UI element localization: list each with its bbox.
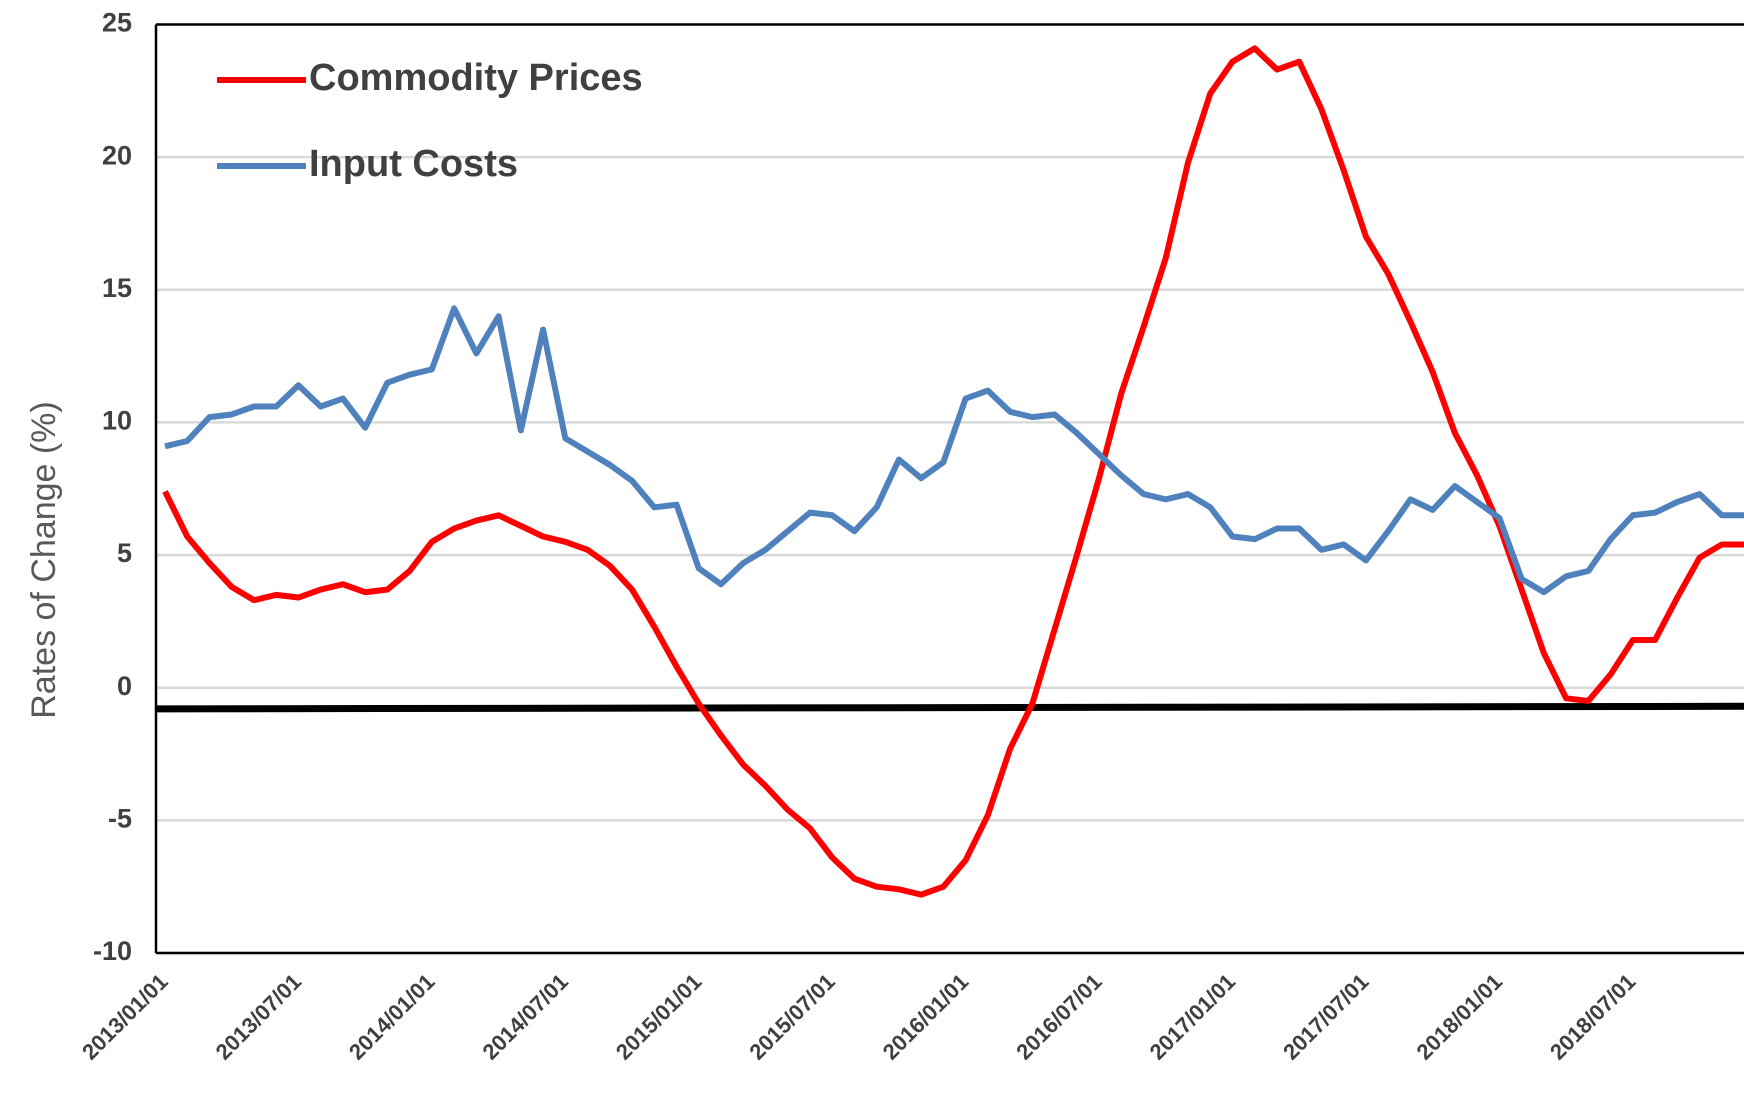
y-tick-label: 20 [102, 140, 132, 170]
x-tick-label: 2015/01/01 [611, 969, 707, 1065]
y-axis-title: Rates of Change (%) [25, 401, 63, 719]
y-tick-label: -10 [93, 936, 132, 966]
x-tick-label: 2016/01/01 [878, 969, 974, 1065]
x-tick-label: 2016/07/01 [1011, 969, 1107, 1065]
y-tick-label: 25 [102, 8, 132, 38]
x-tick-label: 2014/07/01 [477, 969, 573, 1065]
legend-label: Input Costs [309, 143, 518, 185]
x-tick-label: 2018/01/01 [1412, 969, 1508, 1065]
reference-line [155, 702, 1744, 713]
x-tick-label: 2014/01/01 [344, 969, 440, 1065]
legend-label: Commodity Prices [309, 57, 643, 99]
x-tick-label: 2015/07/01 [744, 969, 840, 1065]
x-tick-label: 2018/07/01 [1545, 969, 1641, 1065]
y-tick-label: 15 [102, 273, 132, 303]
y-tick-label: 0 [117, 671, 132, 701]
x-tick-label: 2013/01/01 [77, 969, 173, 1065]
x-tick-label: 2013/07/01 [211, 969, 307, 1065]
x-tick-label: 2017/07/01 [1278, 969, 1374, 1065]
x-tick-label: 2017/01/01 [1145, 969, 1241, 1065]
y-tick-label: 10 [102, 406, 132, 436]
y-tick-label: -5 [108, 803, 132, 833]
y-tick-label: 5 [117, 538, 132, 568]
data-line [162, 45, 1744, 898]
data-line [164, 305, 1744, 596]
